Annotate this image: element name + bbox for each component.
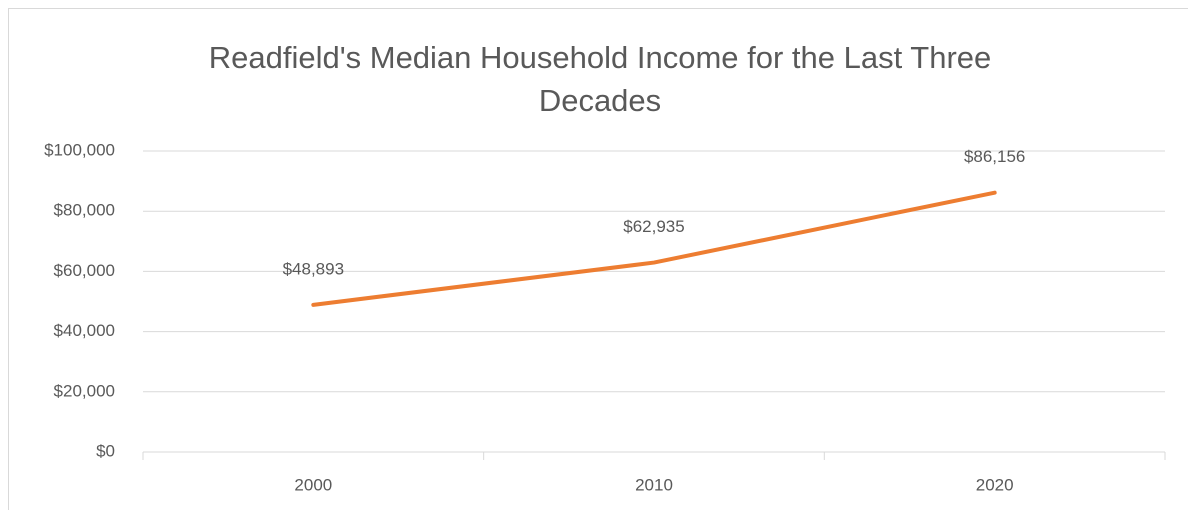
line [311,190,997,307]
chart-border [8,8,1188,510]
data-label: $48,893 [283,259,344,278]
y-tick-label: $60,000 [54,261,115,280]
data-label: $62,935 [623,217,684,236]
y-tick-label: $20,000 [54,381,115,400]
y-tick-label: $40,000 [54,321,115,340]
x-tick-label: 2010 [635,475,673,494]
y-tick-label: $80,000 [54,201,115,220]
y-tick-label: $0 [96,441,115,460]
y-tick-label: $100,000 [44,140,115,159]
x-tick-label: 2020 [976,475,1014,494]
chart-title: Readfield's Median Household Income for … [208,40,992,118]
data-label: $86,156 [964,147,1025,166]
x-tick-label: 2000 [294,475,332,494]
